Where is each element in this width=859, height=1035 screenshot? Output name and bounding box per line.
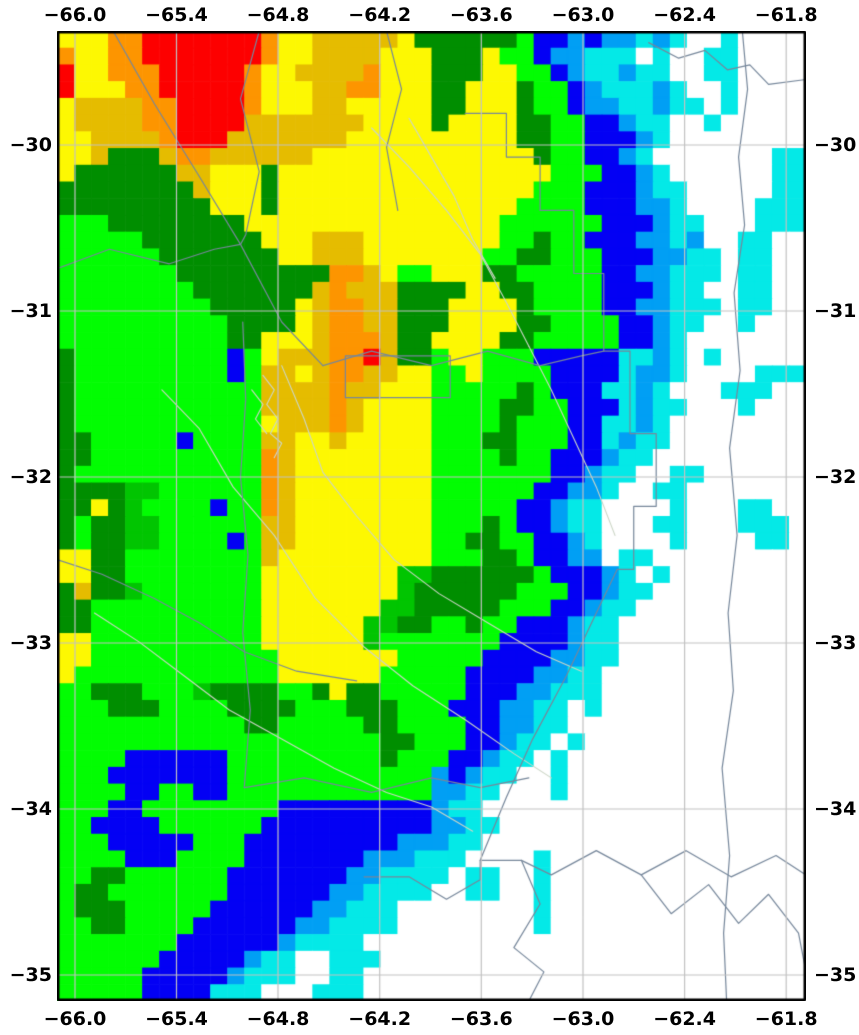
y-tick-label-left: −35: [9, 964, 52, 986]
x-tick-label-bottom: −62.4: [653, 1008, 716, 1030]
x-tick-label-bottom: −65.4: [145, 1008, 208, 1030]
x-tick-label-bottom: −64.8: [246, 1008, 310, 1030]
x-tick-label-bottom: −61.8: [754, 1008, 818, 1030]
y-tick-label-right: −31: [814, 300, 857, 322]
y-tick-label-right: −30: [814, 134, 857, 156]
x-tick-label-bottom: −63.6: [449, 1008, 513, 1030]
x-tick-label-top: −61.8: [754, 4, 818, 26]
y-tick-label-left: −33: [9, 632, 52, 654]
y-tick-label-left: −30: [9, 134, 52, 156]
x-tick-label-top: −64.8: [246, 4, 310, 26]
y-tick-label-right: −34: [814, 798, 857, 820]
x-tick-label-top: −65.4: [145, 4, 208, 26]
x-tick-label-top: −62.4: [653, 4, 716, 26]
y-tick-label-right: −35: [814, 964, 857, 986]
y-tick-label-right: −32: [814, 466, 857, 488]
x-tick-label-bottom: −66.0: [43, 1008, 107, 1030]
precipitation-map-canvas: [57, 31, 806, 1001]
y-tick-label-left: −34: [9, 798, 52, 820]
x-tick-label-top: −63.0: [551, 4, 615, 26]
y-tick-label-left: −31: [9, 300, 52, 322]
x-tick-label-top: −63.6: [449, 4, 513, 26]
x-tick-label-top: −64.2: [348, 4, 412, 26]
y-tick-label-right: −33: [814, 632, 857, 654]
x-tick-label-bottom: −64.2: [348, 1008, 412, 1030]
x-tick-label-top: −66.0: [43, 4, 107, 26]
x-tick-label-bottom: −63.0: [551, 1008, 615, 1030]
y-tick-label-left: −32: [9, 466, 52, 488]
